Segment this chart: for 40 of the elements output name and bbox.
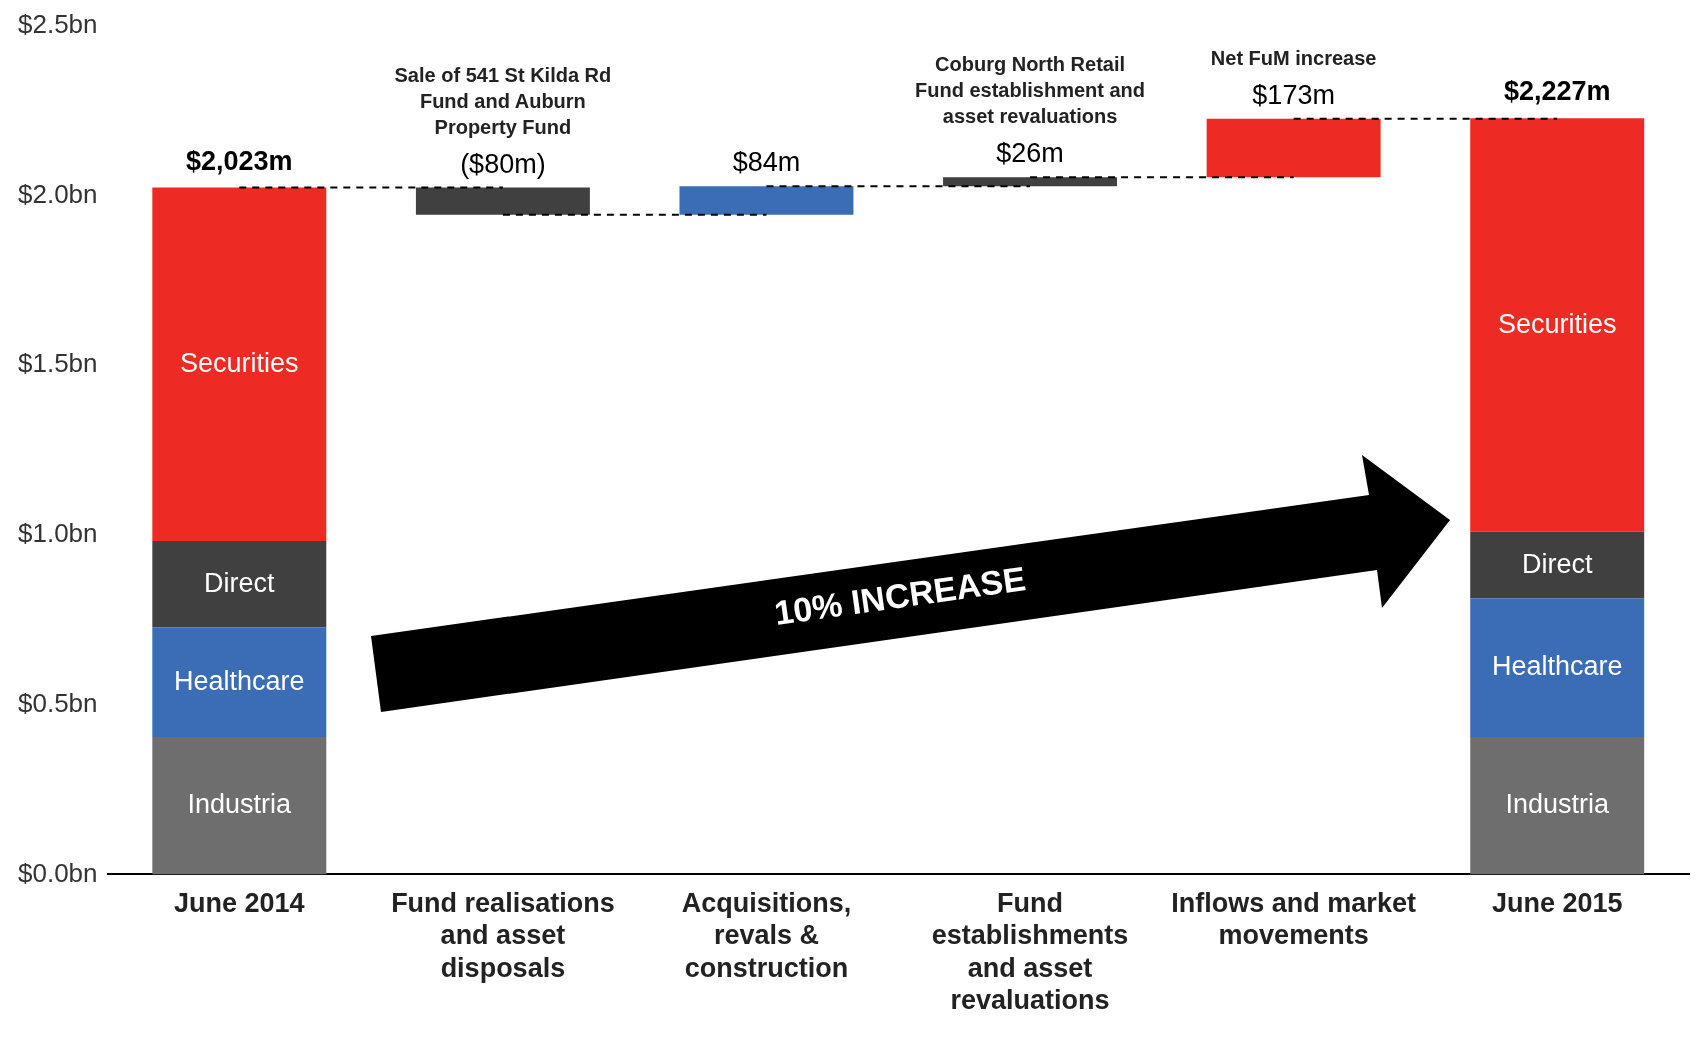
bar bbox=[415, 187, 590, 215]
y-tick-label: $1.0bn bbox=[17, 518, 98, 549]
bar bbox=[1470, 118, 1645, 532]
x-tick-label: June 2014 bbox=[174, 888, 305, 919]
y-tick-label: $1.5bn bbox=[17, 348, 98, 379]
text: Healthcare bbox=[1491, 651, 1623, 682]
annotation: Sale of 541 St Kilda Rd Fund and Auburn Property Fund bbox=[393, 62, 613, 140]
bar bbox=[152, 540, 327, 628]
series-label: Healthcare bbox=[174, 665, 305, 696]
text: Direct bbox=[204, 567, 275, 598]
total-label: $2,023m bbox=[186, 145, 293, 176]
total-label: $2,227m bbox=[1503, 76, 1611, 107]
y-tick-label: $2.5bn bbox=[17, 8, 98, 39]
y-tick-label: $2.0bn bbox=[17, 178, 98, 209]
series-label: Direct bbox=[1521, 548, 1593, 579]
bar bbox=[1470, 736, 1645, 875]
bar bbox=[152, 736, 327, 875]
bar bbox=[1470, 598, 1645, 737]
x-tick-label: Inflows and market movements bbox=[1171, 888, 1416, 951]
annotation: Net FuM increase bbox=[1209, 45, 1378, 71]
bar bbox=[152, 627, 327, 737]
bar bbox=[1470, 531, 1645, 599]
text: Securities bbox=[1497, 308, 1617, 339]
bar bbox=[943, 177, 1118, 187]
bar bbox=[152, 187, 327, 541]
annotation: Coburg North Retail Fund establishment and asset revaluations bbox=[914, 52, 1147, 130]
annotation: ($80m) bbox=[459, 147, 547, 180]
x-tick-label: June 2015 bbox=[1491, 888, 1623, 919]
text: Industria bbox=[1505, 789, 1609, 820]
x-tick-label: Acquisitions, revals & construction bbox=[681, 888, 852, 983]
annotation: $173m bbox=[1251, 78, 1336, 111]
y-tick-label: $0.5bn bbox=[17, 687, 98, 718]
y-tick-label: $0.0bn bbox=[17, 857, 98, 888]
annotation: 10% INCREASE bbox=[771, 559, 1029, 633]
series-label: Industria bbox=[187, 789, 293, 820]
x-tick-label: Fund realisations and asset disposals bbox=[391, 888, 615, 983]
x-tick-label: Fund establishments and asset revaluations bbox=[931, 888, 1129, 1016]
annotation: $84m bbox=[731, 146, 802, 179]
annotation: $26m bbox=[995, 137, 1065, 170]
series-label: Securities bbox=[180, 347, 299, 378]
